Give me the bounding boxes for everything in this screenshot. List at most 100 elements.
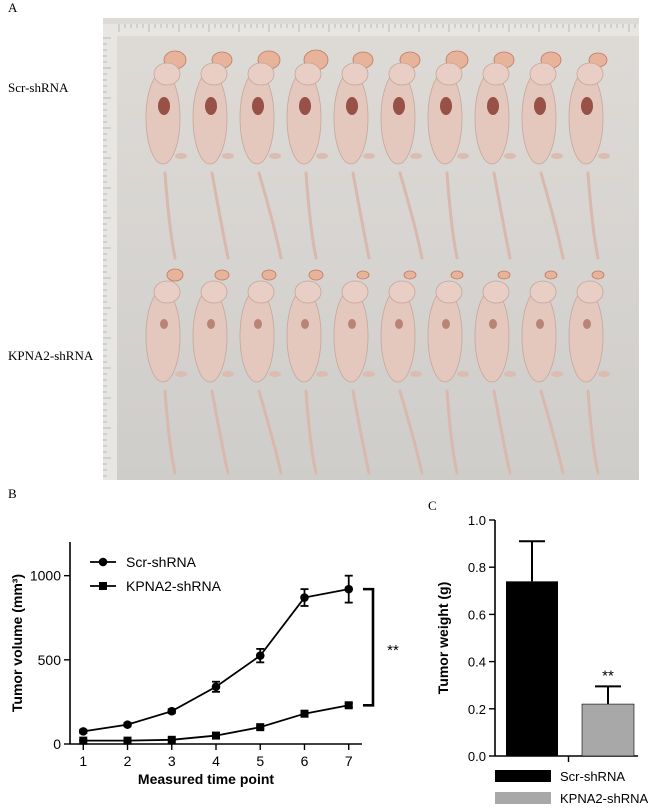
mouse-foot bbox=[316, 153, 328, 159]
mouse-body bbox=[474, 71, 510, 165]
photo-row-label-scr: Scr-shRNA bbox=[8, 80, 69, 95]
x-tick-label: 2 bbox=[124, 753, 132, 769]
mouse-foot bbox=[222, 153, 234, 159]
mouse-head bbox=[576, 280, 604, 304]
mouse-tail bbox=[163, 171, 177, 260]
mouse-foot bbox=[363, 153, 375, 159]
mouse-head bbox=[247, 280, 275, 304]
mouse-tail bbox=[304, 389, 318, 475]
mouse-tail bbox=[210, 389, 230, 475]
excision-site bbox=[252, 97, 264, 115]
mouse-tail bbox=[163, 389, 177, 475]
mouse-tail bbox=[445, 171, 459, 260]
mouse-foot bbox=[269, 371, 281, 377]
mouse-body bbox=[521, 71, 557, 165]
data-point bbox=[123, 736, 132, 745]
significance-label: ** bbox=[387, 642, 399, 659]
x-tick-label: 3 bbox=[168, 753, 176, 769]
series-line-scr bbox=[83, 588, 349, 733]
excision-site bbox=[487, 97, 499, 115]
data-point bbox=[256, 723, 265, 732]
mouse-body bbox=[380, 71, 416, 165]
mouse-foot bbox=[410, 153, 422, 159]
mouse-body bbox=[474, 289, 510, 383]
photo-row-label-kpna2: KPNA2-shRNA bbox=[8, 348, 94, 363]
legend-marker bbox=[98, 557, 108, 567]
tumor-specimen bbox=[166, 268, 184, 282]
y-tick-label: 500 bbox=[38, 652, 62, 668]
mouse-tail bbox=[351, 171, 371, 260]
tumor-specimen bbox=[308, 269, 324, 281]
mouse-head bbox=[482, 280, 510, 304]
mouse-body bbox=[568, 71, 604, 165]
mouse-foot bbox=[410, 371, 422, 377]
mouse-foot bbox=[269, 153, 281, 159]
mouse-tail bbox=[586, 171, 600, 260]
excision-site bbox=[299, 97, 311, 115]
y-tick-label: 0.0 bbox=[468, 749, 486, 764]
mouse-head bbox=[435, 62, 463, 86]
mouse-tail bbox=[492, 171, 512, 260]
mouse-body bbox=[427, 289, 463, 383]
mouse-tail bbox=[445, 389, 459, 475]
excision-site bbox=[205, 97, 217, 115]
y-tick-label: 0.6 bbox=[468, 607, 486, 622]
legend-swatch bbox=[495, 792, 551, 804]
mouse-foot bbox=[457, 371, 469, 377]
mouse-head bbox=[529, 62, 557, 86]
data-point bbox=[78, 727, 88, 736]
mouse-tail bbox=[539, 171, 565, 260]
y-tick-label: 0.4 bbox=[468, 655, 486, 670]
mouse-foot bbox=[551, 153, 563, 159]
mouse-head bbox=[529, 280, 557, 304]
y-tick-label: 0.2 bbox=[468, 702, 486, 717]
mouse-foot bbox=[175, 153, 187, 159]
excision-site bbox=[581, 97, 593, 115]
mouse-foot bbox=[363, 371, 375, 377]
mouse-body bbox=[239, 71, 275, 165]
mouse-body bbox=[333, 71, 369, 165]
mouse-tail bbox=[351, 389, 371, 475]
data-point bbox=[123, 720, 132, 729]
tumor-specimen bbox=[261, 269, 277, 281]
tumor-specimen bbox=[214, 269, 230, 281]
mouse-body bbox=[286, 71, 322, 165]
mouse-body bbox=[568, 289, 604, 383]
mouse-foot bbox=[504, 371, 516, 377]
excision-site bbox=[442, 319, 450, 329]
mouse-foot bbox=[175, 371, 187, 377]
mouse-foot bbox=[598, 371, 610, 377]
significance-bracket bbox=[363, 587, 375, 707]
mouse-head bbox=[294, 280, 322, 304]
data-point bbox=[300, 709, 309, 718]
y-tick-label: 1.0 bbox=[468, 513, 486, 528]
data-point bbox=[167, 706, 177, 716]
excision-site bbox=[301, 319, 309, 329]
mouse-head bbox=[341, 62, 369, 86]
excision-site bbox=[440, 97, 452, 115]
mouse-foot bbox=[457, 153, 469, 159]
mouse-tail bbox=[398, 389, 424, 475]
excision-site bbox=[395, 319, 403, 329]
data-point bbox=[211, 682, 221, 692]
mouse-head bbox=[200, 280, 228, 304]
mouse-body bbox=[427, 71, 463, 165]
y-tick-label: 1000 bbox=[30, 568, 61, 584]
mouse-tail bbox=[539, 389, 565, 475]
legend-marker bbox=[99, 582, 107, 590]
x-tick-label: 6 bbox=[301, 753, 309, 769]
mouse-body bbox=[286, 289, 322, 383]
excision-site bbox=[346, 97, 358, 115]
tumor-specimen bbox=[544, 270, 558, 280]
y-tick-label: 0 bbox=[53, 736, 61, 752]
mouse-body bbox=[521, 289, 557, 383]
mouse-body bbox=[333, 289, 369, 383]
mouse-foot bbox=[551, 371, 563, 377]
excision-site bbox=[207, 319, 215, 329]
panel-b-letter: B bbox=[8, 486, 17, 501]
data-point bbox=[212, 731, 220, 740]
x-axis-title: Measured time point bbox=[138, 771, 274, 787]
mouse-body bbox=[192, 289, 228, 383]
legend-swatch bbox=[495, 770, 551, 782]
mouse-head bbox=[153, 280, 181, 304]
